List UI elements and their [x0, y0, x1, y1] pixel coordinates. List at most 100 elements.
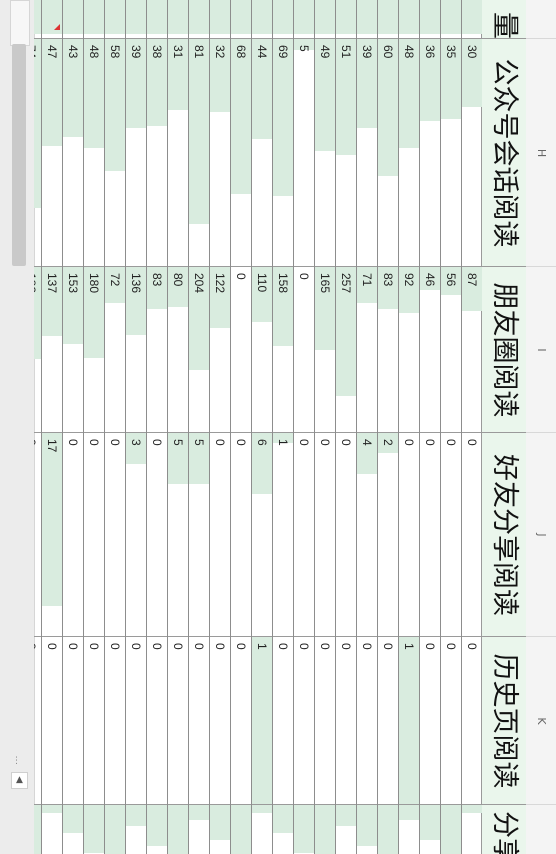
cell-J[interactable]: 0: [84, 432, 104, 637]
cell-J[interactable]: 0: [399, 432, 419, 637]
cell-I[interactable]: 137: [42, 266, 62, 433]
cell-J[interactable]: 1: [273, 432, 293, 637]
cell-H[interactable]: 31: [168, 38, 188, 267]
cell-edge[interactable]: [147, 0, 167, 39]
cell-K[interactable]: 0: [378, 636, 398, 805]
cell-edge[interactable]: [462, 804, 482, 854]
cell-I[interactable]: 182: [34, 266, 41, 433]
cell-H[interactable]: 49: [315, 38, 335, 267]
cell-K[interactable]: 0: [126, 636, 146, 805]
cell-edge[interactable]: [42, 0, 62, 39]
cell-edge[interactable]: [189, 0, 209, 39]
column-letter-I[interactable]: I: [526, 266, 556, 433]
cell-K[interactable]: 0: [420, 636, 440, 805]
cell-J[interactable]: 17: [42, 432, 62, 637]
cell-I[interactable]: 80: [168, 266, 188, 433]
cell-H[interactable]: 36: [420, 38, 440, 267]
cell-K[interactable]: 0: [315, 636, 335, 805]
cell-H[interactable]: 30: [462, 38, 482, 267]
cell-edge[interactable]: [336, 0, 356, 39]
cell-J[interactable]: 0: [336, 432, 356, 637]
column-letter-edge-5[interactable]: [526, 804, 556, 854]
cell-edge[interactable]: [189, 804, 209, 854]
cell-edge[interactable]: [126, 804, 146, 854]
cell-edge[interactable]: [462, 0, 482, 39]
cell-edge[interactable]: [84, 804, 104, 854]
cell-edge[interactable]: [210, 0, 230, 39]
cell-edge[interactable]: [378, 804, 398, 854]
cell-K[interactable]: 0: [210, 636, 230, 805]
cell-J[interactable]: 0: [462, 432, 482, 637]
cell-I[interactable]: 87: [462, 266, 482, 433]
cell-I[interactable]: 0: [294, 266, 314, 433]
cell-I[interactable]: 110: [252, 266, 272, 433]
cell-J[interactable]: 6: [252, 432, 272, 637]
cell-J[interactable]: 0: [63, 432, 83, 637]
cell-I[interactable]: 92: [399, 266, 419, 433]
cell-edge[interactable]: [252, 0, 272, 39]
cell-H[interactable]: 39: [126, 38, 146, 267]
cell-edge[interactable]: [420, 0, 440, 39]
cell-K[interactable]: 0: [231, 636, 251, 805]
column-header-3[interactable]: 好友分享阅读: [482, 432, 526, 637]
cell-I[interactable]: 136: [126, 266, 146, 433]
cell-edge[interactable]: [63, 804, 83, 854]
cell-edge[interactable]: [441, 804, 461, 854]
cell-K[interactable]: 0: [462, 636, 482, 805]
cell-edge[interactable]: [210, 804, 230, 854]
cell-H[interactable]: 51: [336, 38, 356, 267]
cell-edge[interactable]: [34, 804, 41, 854]
cell-edge[interactable]: [105, 0, 125, 39]
cell-H[interactable]: 35: [441, 38, 461, 267]
cell-H[interactable]: 48: [399, 38, 419, 267]
cell-H[interactable]: 60: [378, 38, 398, 267]
cell-K[interactable]: 0: [273, 636, 293, 805]
cell-K[interactable]: 1: [399, 636, 419, 805]
cell-edge[interactable]: [34, 0, 41, 39]
cell-K[interactable]: 0: [189, 636, 209, 805]
cell-edge[interactable]: [399, 0, 419, 39]
cell-J[interactable]: 4: [357, 432, 377, 637]
cell-I[interactable]: 158: [273, 266, 293, 433]
cell-edge[interactable]: [315, 0, 335, 39]
cell-edge[interactable]: [126, 0, 146, 39]
cell-H[interactable]: 69: [273, 38, 293, 267]
cell-H[interactable]: 48: [84, 38, 104, 267]
cell-H[interactable]: 58: [105, 38, 125, 267]
cell-H[interactable]: 38: [147, 38, 167, 267]
cell-I[interactable]: 46: [420, 266, 440, 433]
cell-H[interactable]: 47: [42, 38, 62, 267]
cell-J[interactable]: 0: [420, 432, 440, 637]
cell-H[interactable]: 32: [210, 38, 230, 267]
cell-K[interactable]: 0: [34, 636, 41, 805]
column-letter-K[interactable]: K: [526, 636, 556, 805]
cell-I[interactable]: 257: [336, 266, 356, 433]
cell-J[interactable]: 0: [441, 432, 461, 637]
cell-K[interactable]: 0: [147, 636, 167, 805]
cell-edge[interactable]: [42, 804, 62, 854]
cell-K[interactable]: 0: [42, 636, 62, 805]
cell-edge[interactable]: [147, 804, 167, 854]
triangle-up-icon[interactable]: ▲: [11, 772, 28, 789]
cell-edge[interactable]: [84, 0, 104, 39]
split-grip-icon[interactable]: ⋮: [12, 756, 21, 766]
cell-edge[interactable]: [357, 804, 377, 854]
cell-H[interactable]: 44: [252, 38, 272, 267]
cell-J[interactable]: 0: [315, 432, 335, 637]
cell-edge[interactable]: [168, 804, 188, 854]
cell-J[interactable]: 3: [126, 432, 146, 637]
column-letter-J[interactable]: J: [526, 432, 556, 637]
column-letter-H[interactable]: H: [526, 38, 556, 267]
cell-edge[interactable]: [105, 804, 125, 854]
cell-K[interactable]: 0: [84, 636, 104, 805]
cell-edge[interactable]: [399, 804, 419, 854]
cell-edge[interactable]: [63, 0, 83, 39]
cell-edge[interactable]: [168, 0, 188, 39]
cell-H[interactable]: 5: [294, 38, 314, 267]
cell-H[interactable]: 39: [357, 38, 377, 267]
cell-edge[interactable]: [336, 804, 356, 854]
column-header-1[interactable]: 公众号会话阅读: [482, 38, 526, 267]
cell-J[interactable]: 5: [189, 432, 209, 637]
cell-J[interactable]: 5: [168, 432, 188, 637]
cell-edge[interactable]: [252, 804, 272, 854]
